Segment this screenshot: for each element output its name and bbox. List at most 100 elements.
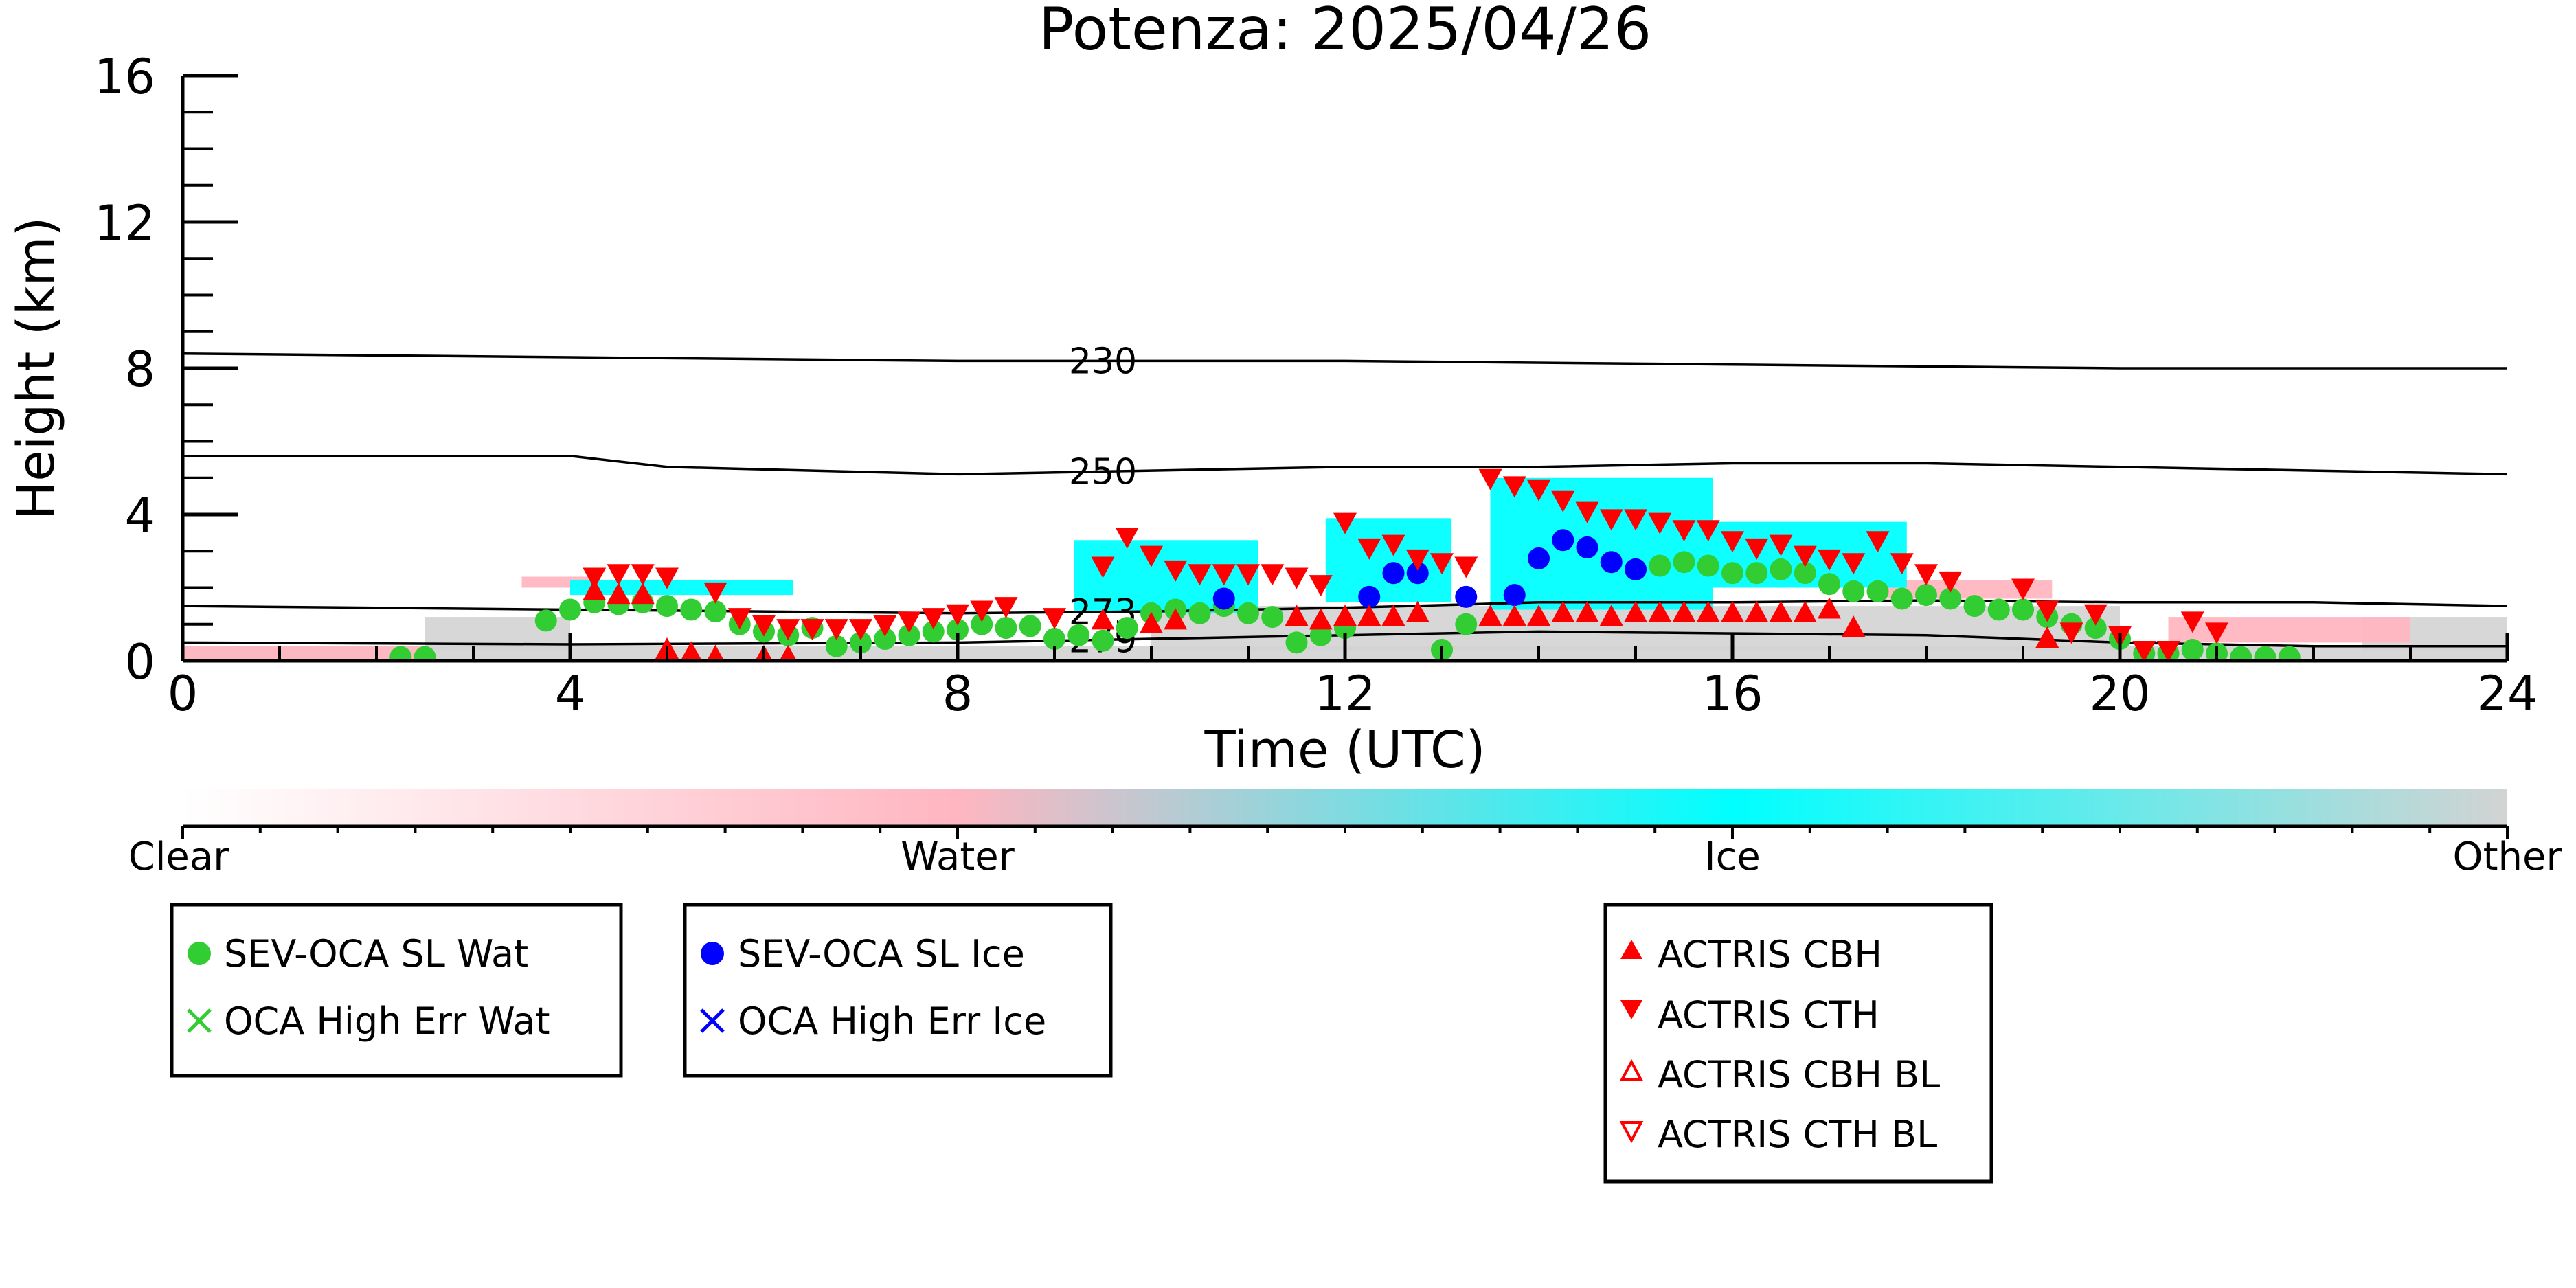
marker-actris-cbh: [1745, 600, 1769, 622]
marker-sev-oca-sl-wat: [1309, 624, 1332, 646]
marker-actris-cbh: [1696, 600, 1720, 622]
marker-actris-cbh: [680, 641, 702, 661]
legend-label-actris-cbh-bl: ACTRIS CBH BL: [1658, 1053, 1940, 1096]
marker-sev-oca-sl-ice: [1528, 547, 1550, 569]
marker-sev-oca-sl-ice: [1358, 585, 1381, 608]
x-tick-label: 16: [1702, 666, 1763, 722]
marker-actris-cth: [1454, 556, 1478, 578]
marker-actris-cth: [1091, 556, 1115, 578]
marker-actris-cth: [1309, 575, 1333, 597]
marker-actris-cth: [1745, 538, 1769, 560]
marker-sev-oca-sl-wat: [1818, 573, 1840, 596]
marker-sev-oca-sl-ice: [1382, 562, 1405, 585]
marker-sev-oca-sl-wat: [995, 617, 1017, 640]
marker-sev-oca-sl-ice: [1552, 529, 1574, 552]
marker-sev-oca-sl-wat: [1721, 562, 1743, 585]
marker-actris-cth: [1939, 571, 1963, 593]
marker-actris-cth: [970, 600, 994, 622]
marker-sev-oca-sl-wat: [1261, 606, 1284, 629]
marker-actris-cth: [1890, 553, 1914, 575]
marker-actris-cth: [1624, 509, 1647, 531]
data-markers: [389, 468, 2301, 661]
marker-sev-oca-sl-wat: [1866, 580, 1889, 602]
colorbar-gradient: [183, 789, 2507, 826]
legend-marker-sev-oca-wat: [188, 942, 211, 965]
marker-sev-oca-sl-wat: [1019, 615, 1041, 637]
marker-sev-oca-sl-wat: [680, 598, 703, 621]
legend-marker-oca-high-err-wat: [187, 1008, 212, 1033]
legend-marker-actris-cbh-bl: [1619, 1059, 1644, 1081]
class-region-water: [2168, 617, 2410, 643]
marker-actris-cth: [1866, 531, 1890, 553]
legend-marker-actris-cth: [1620, 1000, 1642, 1019]
y-axis-label: Height (km): [7, 217, 66, 520]
marker-actris-cbh: [1624, 600, 1647, 622]
marker-sev-oca-sl-wat: [898, 624, 920, 646]
marker-actris-cth: [2156, 641, 2180, 661]
marker-actris-cth: [607, 564, 631, 586]
legend-marker-oca-high-err-ice: [700, 1008, 725, 1033]
marker-sev-oca-sl-ice: [1576, 536, 1598, 558]
marker-sev-oca-sl-wat: [1285, 631, 1308, 654]
marker-sev-oca-sl-ice: [1212, 587, 1235, 610]
legend-label-oca-high-err-ice: OCA High Err Ice: [738, 999, 1046, 1043]
colorbar-label-water: Water: [901, 835, 1015, 879]
marker-actris-cbh: [2035, 626, 2059, 648]
marker-sev-oca-sl-ice: [1406, 562, 1429, 585]
marker-sev-oca-sl-wat: [1092, 629, 1114, 652]
y-tick-label: 16: [94, 49, 155, 105]
marker-actris-cth: [1696, 520, 1720, 542]
marker-actris-cbh: [1405, 600, 1430, 622]
marker-actris-cth: [800, 619, 824, 641]
marker-actris-cth: [655, 567, 679, 589]
marker-actris-cbh: [1527, 605, 1550, 626]
marker-actris-cth: [1261, 564, 1285, 586]
x-tick-label: 4: [555, 666, 586, 722]
y-tick-label: 8: [124, 341, 155, 398]
marker-sev-oca-sl-ice: [1625, 558, 1647, 580]
colorbar-label-other: Other: [2452, 835, 2562, 879]
marker-sev-oca-sl-wat: [2278, 646, 2301, 661]
legend-label-actris-cth-bl: ACTRIS CTH BL: [1658, 1113, 1937, 1156]
chart-title: Potenza: 2025/04/26: [1039, 0, 1651, 64]
legend-box-ice: SEV-OCA SL Ice OCA High Err Ice: [683, 903, 1113, 1078]
marker-actris-cbh: [1091, 608, 1115, 630]
marker-actris-cth: [1793, 545, 1817, 567]
marker-sev-oca-sl-wat: [2254, 646, 2276, 661]
marker-sev-oca-sl-wat: [389, 646, 412, 661]
marker-sev-oca-sl-wat: [1963, 595, 1986, 618]
marker-sev-oca-sl-wat: [1649, 554, 1671, 577]
marker-sev-oca-sl-wat: [1915, 584, 1937, 607]
marker-actris-cbh: [706, 644, 725, 661]
marker-actris-cbh: [1478, 605, 1502, 626]
y-tick-label: 12: [94, 195, 155, 251]
marker-sev-oca-sl-wat: [2230, 646, 2252, 661]
marker-actris-cbh: [631, 583, 655, 605]
colorbar-label-clear: Clear: [128, 835, 229, 879]
legend-label-actris-cbh: ACTRIS CBH: [1658, 933, 1882, 976]
marker-actris-cth: [2205, 622, 2228, 644]
marker-actris-cth: [2035, 600, 2059, 622]
marker-actris-cth: [1769, 534, 1793, 556]
marker-actris-cbh: [1842, 615, 1866, 637]
marker-actris-cth: [1551, 490, 1575, 512]
class-region-ice: [570, 580, 793, 596]
marker-sev-oca-sl-wat: [1745, 562, 1768, 585]
marker-actris-cth: [1575, 501, 1599, 523]
marker-sev-oca-sl-wat: [1987, 598, 2010, 621]
marker-actris-cbh: [1140, 611, 1163, 633]
marker-sev-oca-sl-wat: [2084, 617, 2107, 640]
marker-sev-oca-sl-wat: [922, 620, 945, 643]
marker-actris-cbh: [1285, 605, 1309, 626]
marker-sev-oca-sl-wat: [1697, 554, 1719, 577]
legend-label-actris-cth: ACTRIS CTH: [1658, 993, 1879, 1037]
marker-actris-cth: [1672, 520, 1696, 542]
marker-actris-cth: [921, 608, 945, 630]
marker-actris-cth: [1478, 468, 1502, 490]
marker-actris-cth: [1430, 553, 1454, 575]
marker-sev-oca-sl-wat: [1188, 602, 1211, 624]
marker-actris-cbh: [1648, 600, 1672, 622]
x-tick-label: 20: [2089, 666, 2150, 722]
marker-actris-cbh: [583, 578, 607, 600]
marker-actris-cth: [1648, 512, 1672, 534]
